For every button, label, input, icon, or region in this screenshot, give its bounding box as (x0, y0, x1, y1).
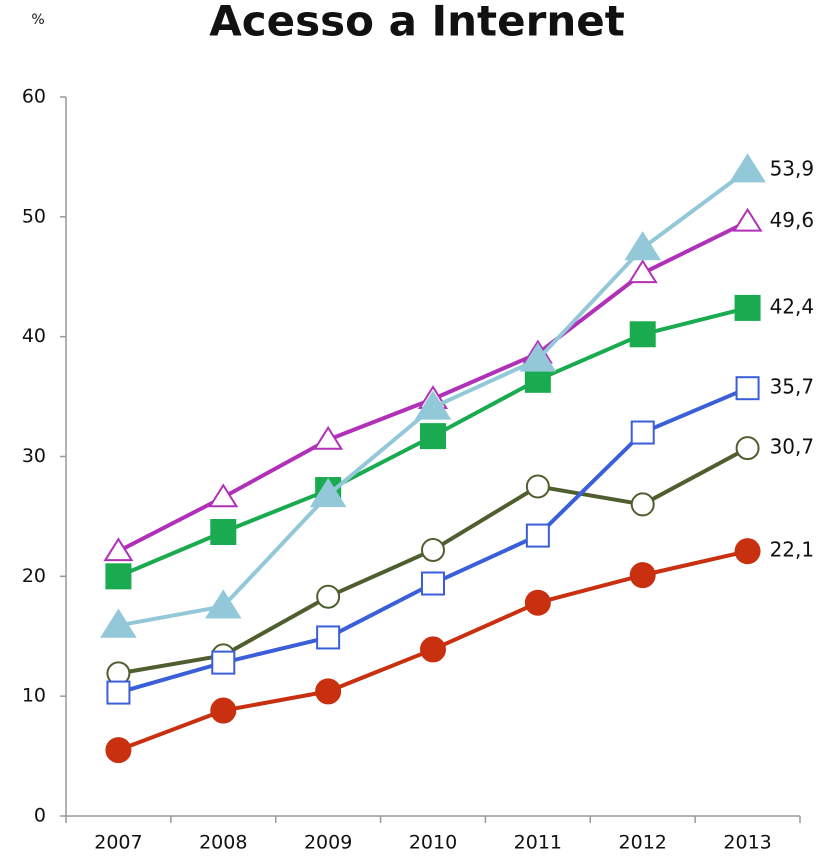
y-tick-label: 30 (22, 445, 46, 467)
marker (729, 153, 766, 183)
marker (315, 678, 342, 705)
marker (204, 589, 242, 619)
marker (629, 321, 656, 348)
x-tick-label: 2007 (94, 832, 142, 854)
marker (210, 697, 237, 724)
marker (420, 636, 446, 663)
marker (734, 538, 761, 565)
marker (525, 523, 550, 548)
y-tick-label: 60 (22, 86, 46, 108)
x-tick-label: 2011 (514, 832, 562, 854)
marker (524, 589, 551, 616)
marker (414, 390, 452, 420)
y-axis-label: % (31, 12, 44, 28)
marker (208, 483, 239, 508)
marker (420, 423, 446, 450)
y-tick-label: 50 (22, 205, 46, 227)
value-label: 49,6 (770, 208, 815, 232)
marker (735, 436, 760, 461)
x-tick-label: 2010 (409, 832, 457, 854)
marker (100, 608, 137, 638)
y-tick-label: 0 (34, 805, 46, 827)
y-tick-label: 40 (22, 325, 46, 347)
marker (630, 492, 655, 517)
marker (309, 477, 347, 508)
marker (421, 537, 445, 562)
x-tick-label: 2009 (304, 832, 352, 854)
chart-title: Acesso a Internet (209, 0, 625, 46)
y-tick-label: 10 (22, 685, 46, 707)
marker (627, 259, 658, 284)
marker (103, 537, 134, 562)
x-tick-label: 2008 (199, 832, 247, 854)
marker (734, 294, 761, 321)
value-label: 22,1 (770, 538, 815, 562)
marker (211, 650, 236, 675)
marker (624, 231, 662, 261)
marker (105, 563, 132, 590)
value-label: 30,7 (770, 435, 815, 459)
marker (313, 425, 344, 450)
marker (735, 376, 760, 401)
marker (105, 737, 132, 764)
marker (732, 207, 763, 232)
marker (524, 366, 551, 393)
value-label: 35,7 (770, 375, 815, 399)
value-label: 53,9 (770, 157, 815, 181)
marker (525, 474, 550, 499)
value-label: 42,4 (770, 294, 815, 318)
marker (316, 584, 341, 609)
marker (106, 680, 131, 705)
marker (316, 625, 341, 650)
marker (210, 518, 237, 545)
x-tick-label: 2012 (619, 832, 667, 854)
marker (630, 420, 655, 445)
y-tick-label: 20 (22, 565, 46, 587)
marker (519, 342, 557, 372)
marker (421, 571, 445, 596)
x-tick-label: 2013 (723, 832, 771, 854)
marker (629, 562, 656, 589)
